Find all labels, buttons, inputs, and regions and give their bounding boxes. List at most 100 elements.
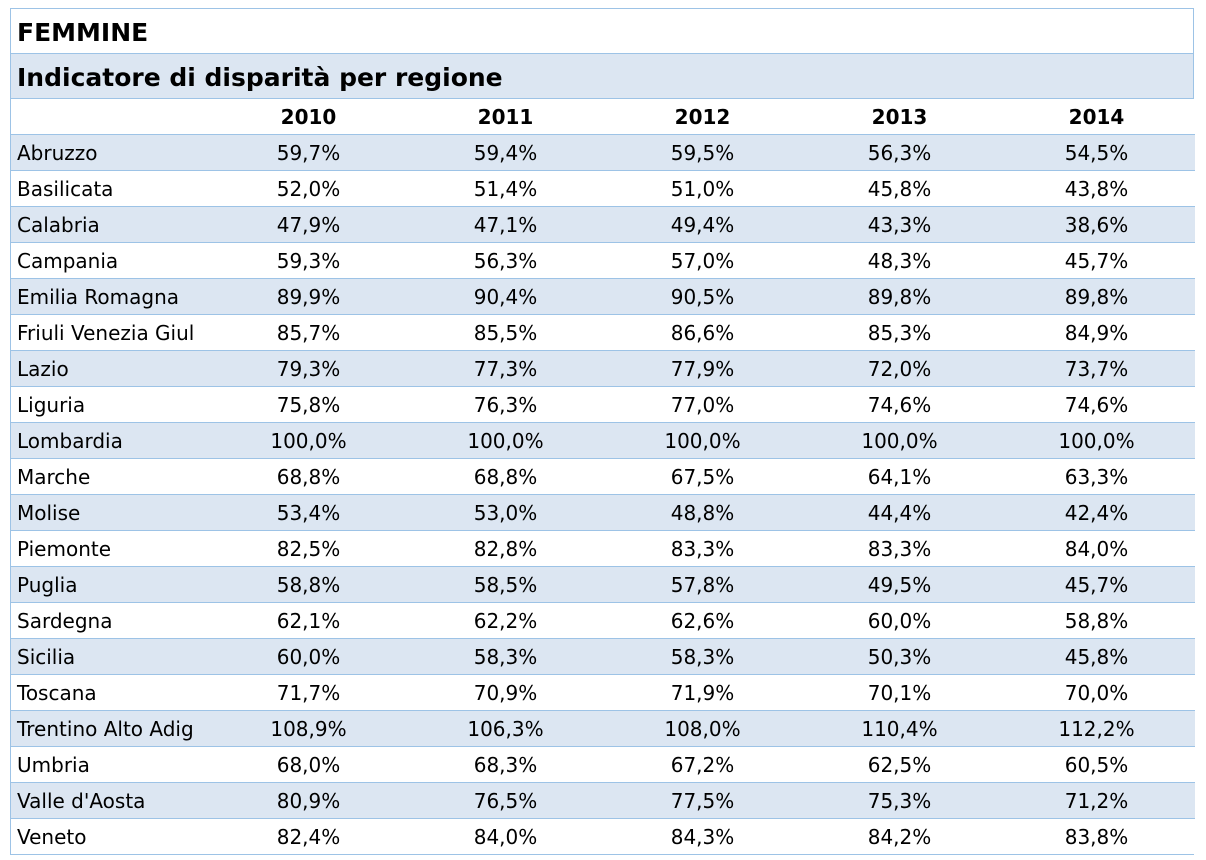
region-name-cell: Toscana	[11, 674, 210, 711]
value-cell: 58,3%	[407, 638, 604, 675]
table-row: Molise 53,4% 53,0% 48,8% 44,4% 42,4%	[11, 494, 1195, 531]
value-cell: 63,3%	[998, 458, 1195, 495]
value-cell: 60,0%	[210, 638, 407, 675]
value-cell: 51,0%	[604, 170, 801, 207]
value-cell: 59,5%	[604, 134, 801, 171]
disparity-table: 2010 2011 2012 2013 2014 Abruzzo 59,7% 59,4% 59…	[11, 99, 1195, 854]
value-cell: 89,8%	[801, 278, 998, 315]
value-cell: 112,2%	[998, 710, 1195, 747]
value-cell: 58,5%	[407, 566, 604, 603]
value-cell: 62,6%	[604, 602, 801, 639]
year-header-2014: 2014	[998, 99, 1195, 135]
region-name-cell: Puglia	[11, 566, 210, 603]
value-cell: 83,3%	[801, 530, 998, 567]
value-cell: 85,7%	[210, 314, 407, 351]
region-name-cell: Veneto	[11, 818, 210, 854]
value-cell: 106,3%	[407, 710, 604, 747]
table-row: Lazio 79,3% 77,3% 77,9% 72,0% 73,7%	[11, 350, 1195, 387]
value-cell: 48,3%	[801, 242, 998, 279]
value-cell: 72,0%	[801, 350, 998, 387]
region-name-cell: Friuli Venezia Giul	[11, 314, 210, 351]
value-cell: 38,6%	[998, 206, 1195, 243]
region-name-cell: Marche	[11, 458, 210, 495]
table-row: Trentino Alto Adig 108,9% 106,3% 108,0% 110,…	[11, 710, 1195, 747]
region-name-cell: Lazio	[11, 350, 210, 387]
region-name-cell: Umbria	[11, 746, 210, 783]
table-row: Marche 68,8% 68,8% 67,5% 64,1% 63,3%	[11, 458, 1195, 495]
value-cell: 75,8%	[210, 386, 407, 423]
value-cell: 108,0%	[604, 710, 801, 747]
value-cell: 42,4%	[998, 494, 1195, 531]
table-row: Friuli Venezia Giul 85,7% 85,5% 86,6% 85,3% 8…	[11, 314, 1195, 351]
region-column-header	[11, 99, 210, 135]
table-row: Veneto 82,4% 84,0% 84,3% 84,2% 83,8%	[11, 818, 1195, 854]
value-cell: 80,9%	[210, 782, 407, 819]
value-cell: 85,3%	[801, 314, 998, 351]
value-cell: 70,1%	[801, 674, 998, 711]
value-cell: 64,1%	[801, 458, 998, 495]
value-cell: 83,8%	[998, 818, 1195, 854]
value-cell: 60,5%	[998, 746, 1195, 783]
table-row: Piemonte 82,5% 82,8% 83,3% 83,3% 84,0%	[11, 530, 1195, 567]
value-cell: 62,5%	[801, 746, 998, 783]
value-cell: 77,3%	[407, 350, 604, 387]
region-name-cell: Valle d'Aosta	[11, 782, 210, 819]
region-name-cell: Trentino Alto Adig	[11, 710, 210, 747]
value-cell: 57,0%	[604, 242, 801, 279]
year-header-2011: 2011	[407, 99, 604, 135]
value-cell: 100,0%	[998, 422, 1195, 459]
value-cell: 45,8%	[998, 638, 1195, 675]
region-name-cell: Piemonte	[11, 530, 210, 567]
value-cell: 82,5%	[210, 530, 407, 567]
value-cell: 82,4%	[210, 818, 407, 854]
value-cell: 89,9%	[210, 278, 407, 315]
region-name-cell: Lombardia	[11, 422, 210, 459]
value-cell: 82,8%	[407, 530, 604, 567]
value-cell: 53,4%	[210, 494, 407, 531]
data-table-sheet: FEMMINE Indicatore di disparità per regi…	[10, 8, 1195, 855]
value-cell: 68,0%	[210, 746, 407, 783]
value-cell: 59,7%	[210, 134, 407, 171]
value-cell: 43,3%	[801, 206, 998, 243]
value-cell: 45,7%	[998, 566, 1195, 603]
value-cell: 67,5%	[604, 458, 801, 495]
value-cell: 74,6%	[998, 386, 1195, 423]
table-row: Liguria 75,8% 76,3% 77,0% 74,6% 74,6%	[11, 386, 1195, 423]
region-name-cell: Basilicata	[11, 170, 210, 207]
value-cell: 56,3%	[407, 242, 604, 279]
table-body: Abruzzo 59,7% 59,4% 59,5% 56,3% 54,5% Basilica…	[11, 134, 1195, 854]
value-cell: 90,5%	[604, 278, 801, 315]
value-cell: 74,6%	[801, 386, 998, 423]
table-row: Toscana 71,7% 70,9% 71,9% 70,1% 70,0%	[11, 674, 1195, 711]
value-cell: 73,7%	[998, 350, 1195, 387]
value-cell: 100,0%	[801, 422, 998, 459]
year-header-2010: 2010	[210, 99, 407, 135]
value-cell: 50,3%	[801, 638, 998, 675]
region-name-cell: Abruzzo	[11, 134, 210, 171]
value-cell: 84,0%	[998, 530, 1195, 567]
region-name-cell: Calabria	[11, 206, 210, 243]
table-row: Emilia Romagna 89,9% 90,4% 90,5% 89,8% 89,8%	[11, 278, 1195, 315]
region-name-cell: Campania	[11, 242, 210, 279]
value-cell: 56,3%	[801, 134, 998, 171]
value-cell: 77,9%	[604, 350, 801, 387]
table-subtitle: Indicatore di disparità per regione	[11, 54, 1193, 99]
value-cell: 79,3%	[210, 350, 407, 387]
table-row: Sicilia 60,0% 58,3% 58,3% 50,3% 45,8%	[11, 638, 1195, 675]
value-cell: 84,9%	[998, 314, 1195, 351]
value-cell: 100,0%	[604, 422, 801, 459]
value-cell: 90,4%	[407, 278, 604, 315]
region-name-cell: Molise	[11, 494, 210, 531]
table-row: Puglia 58,8% 58,5% 57,8% 49,5% 45,7%	[11, 566, 1195, 603]
value-cell: 57,8%	[604, 566, 801, 603]
value-cell: 68,8%	[210, 458, 407, 495]
value-cell: 84,0%	[407, 818, 604, 854]
value-cell: 43,8%	[998, 170, 1195, 207]
value-cell: 49,4%	[604, 206, 801, 243]
table-row: Campania 59,3% 56,3% 57,0% 48,3% 45,7%	[11, 242, 1195, 279]
year-header-2012: 2012	[604, 99, 801, 135]
value-cell: 76,5%	[407, 782, 604, 819]
table-row: Sardegna 62,1% 62,2% 62,6% 60,0% 58,8%	[11, 602, 1195, 639]
value-cell: 62,2%	[407, 602, 604, 639]
value-cell: 68,8%	[407, 458, 604, 495]
